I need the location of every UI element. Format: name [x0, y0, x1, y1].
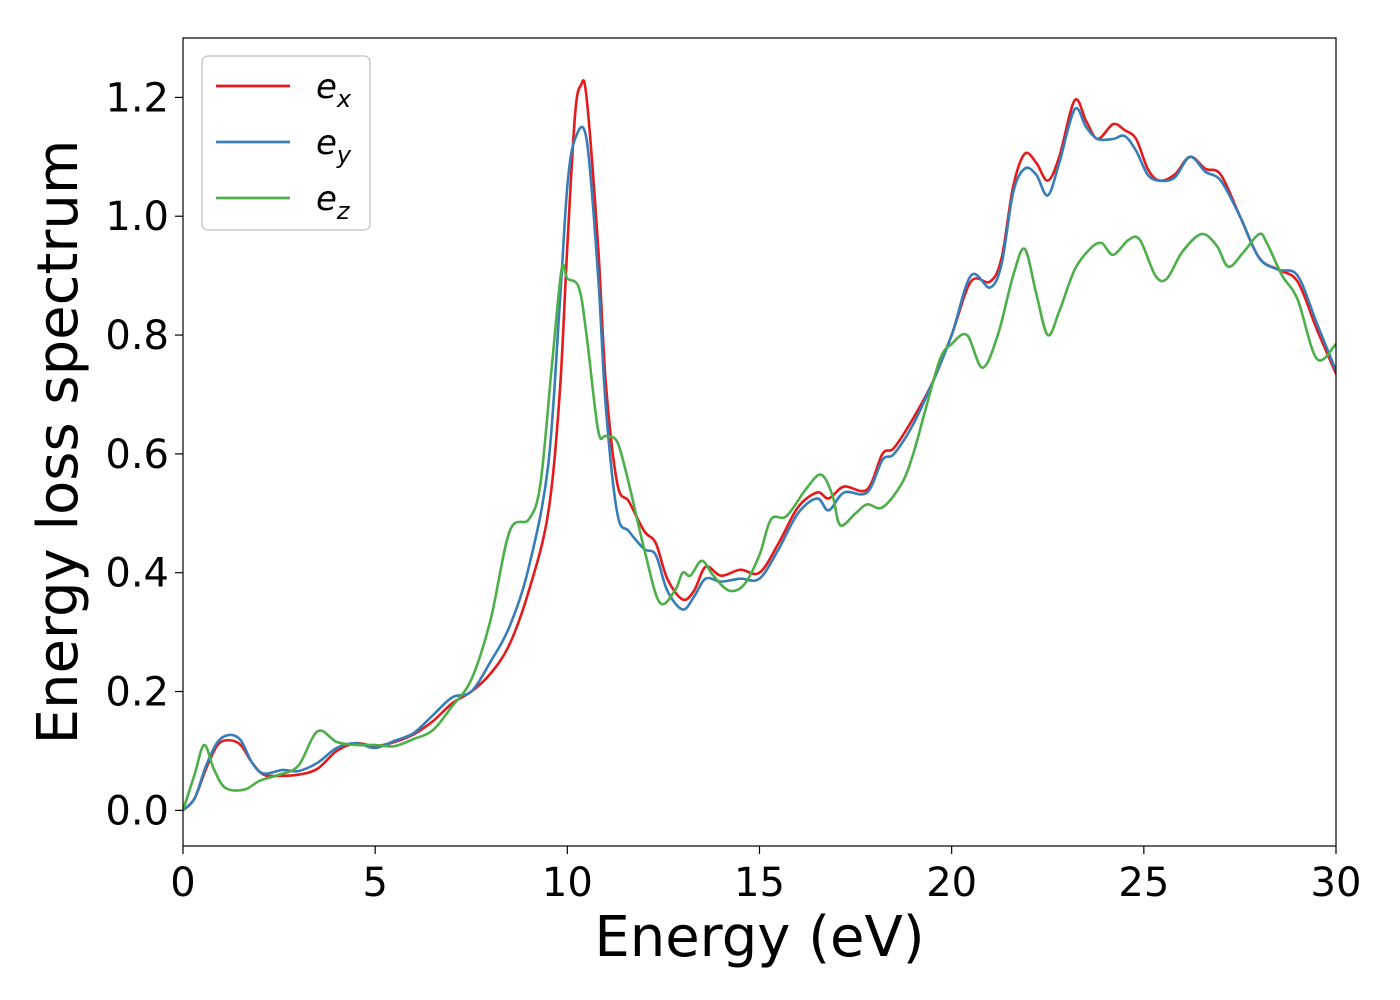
legend-subscript: y	[336, 141, 352, 169]
x-tick-label: 10	[542, 860, 593, 906]
legend-label-x: ex	[316, 67, 352, 113]
legend-symbol: e	[316, 179, 337, 219]
x-tick-label: 25	[1118, 860, 1169, 906]
legend-subscript: z	[336, 197, 351, 225]
y-tick-label: 0.6	[105, 432, 169, 478]
y-tick-label: 1.2	[105, 75, 169, 121]
y-tick-label: 0.0	[105, 788, 169, 834]
y-tick-label: 0.2	[105, 670, 169, 716]
plot-frame	[182, 37, 1337, 847]
legend-label-z: ez	[316, 179, 351, 225]
x-tick-label: 30	[1311, 860, 1362, 906]
y-tick-label: 0.4	[105, 551, 169, 597]
x-axis-label: Energy (eV)	[594, 905, 924, 970]
series-line-ez	[183, 232, 1336, 812]
legend-symbol: e	[316, 67, 337, 107]
x-tick-label: 15	[734, 860, 785, 906]
x-tick-label: 5	[362, 860, 387, 906]
y-tick-label: 0.8	[105, 313, 169, 359]
legend-symbol: e	[316, 123, 337, 163]
x-tick-label: 0	[170, 860, 195, 906]
y-axis-label: Energy loss spectrum	[26, 140, 91, 745]
y-axis-ticks: 0.0 0.2 0.4 0.6 0.8 1.0 1.2	[105, 75, 183, 834]
x-axis-ticks: 0 5 10 15 20 25 30	[170, 846, 1361, 906]
legend-label-y: ey	[316, 123, 352, 169]
series-layer	[183, 79, 1336, 812]
series-line-ey	[183, 106, 1336, 812]
x-tick-label: 20	[926, 860, 977, 906]
legend-subscript: x	[336, 85, 352, 113]
y-tick-label: 1.0	[105, 194, 169, 240]
